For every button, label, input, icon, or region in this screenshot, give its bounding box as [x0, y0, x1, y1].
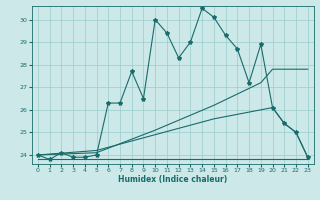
X-axis label: Humidex (Indice chaleur): Humidex (Indice chaleur)	[118, 175, 228, 184]
